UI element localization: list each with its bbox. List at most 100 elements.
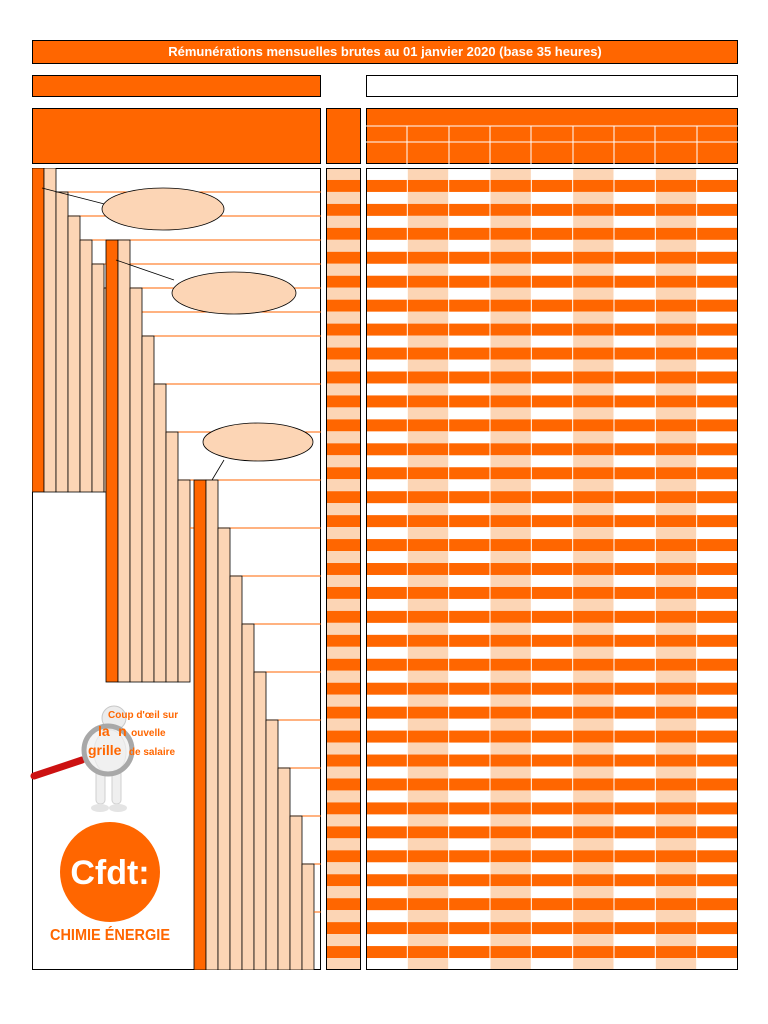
grid-cell-shade bbox=[490, 168, 532, 180]
callout-arrow bbox=[211, 459, 225, 481]
coef-row-band bbox=[326, 802, 361, 815]
callout-oval-1 bbox=[101, 187, 225, 231]
grid-cell-shade bbox=[572, 239, 614, 252]
grid-cell-shade bbox=[407, 359, 449, 372]
grid-cell-shade bbox=[572, 646, 614, 659]
coef-cell-shade bbox=[326, 910, 361, 923]
grid-cell-shade bbox=[407, 551, 449, 564]
grid-cell-shade bbox=[655, 910, 697, 923]
grid-cell-shade bbox=[407, 527, 449, 540]
grid-cell-shade bbox=[655, 239, 697, 252]
staircase-2-step bbox=[129, 287, 143, 683]
grid-cell-shade bbox=[655, 862, 697, 875]
grid-row-band bbox=[366, 706, 738, 719]
coef-cell-shade bbox=[326, 742, 361, 755]
grid-cell-shade bbox=[655, 598, 697, 611]
coef-row-band bbox=[326, 443, 361, 456]
coef-cell-shade bbox=[326, 359, 361, 372]
grid-cell-shade bbox=[572, 455, 614, 468]
coef-row-band bbox=[326, 754, 361, 767]
grid-cell-shade bbox=[655, 431, 697, 444]
coef-cell-shade bbox=[326, 598, 361, 611]
grid-cell-shade bbox=[655, 790, 697, 803]
staircase-3-step bbox=[289, 815, 303, 970]
grid-cell-shade bbox=[655, 191, 697, 204]
grid-cell-shade bbox=[407, 622, 449, 635]
grid-cell-shade bbox=[572, 431, 614, 444]
grid-row-band bbox=[366, 515, 738, 528]
grid-cell-shade bbox=[490, 215, 532, 228]
coef-cell-shade bbox=[326, 455, 361, 468]
coef-row-band bbox=[326, 658, 361, 671]
grid-cell-shade bbox=[407, 263, 449, 276]
coef-row-band bbox=[326, 419, 361, 432]
staircase-2-bar bbox=[105, 239, 119, 683]
coef-cell-shade bbox=[326, 287, 361, 300]
staircase-3-step bbox=[205, 479, 219, 970]
grid-cell-shade bbox=[407, 574, 449, 587]
staircase-3-step bbox=[277, 767, 291, 970]
coef-cell-shade bbox=[326, 551, 361, 564]
page-title: Rémunérations mensuelles brutes au 01 ja… bbox=[32, 40, 738, 64]
grid-cell-shade bbox=[490, 263, 532, 276]
grid-cell-shade bbox=[572, 862, 614, 875]
grid-row-band bbox=[366, 826, 738, 839]
staircase-3-step bbox=[301, 863, 315, 970]
grid-cell-shade bbox=[655, 766, 697, 779]
grid-cell-shade bbox=[572, 622, 614, 635]
grid-cell-shade bbox=[490, 766, 532, 779]
mascot-magnifier: Coup d'œil sur la n ouvelle grille de sa… bbox=[30, 705, 178, 812]
grid-row-band bbox=[366, 251, 738, 264]
coef-row-band bbox=[326, 299, 361, 312]
grid-cell-shade bbox=[572, 311, 614, 324]
grid-cell-shade bbox=[572, 407, 614, 420]
grid-cell-shade bbox=[407, 958, 449, 970]
coef-row-band bbox=[326, 563, 361, 575]
grid-cell-shade bbox=[572, 263, 614, 276]
coef-row-band bbox=[326, 275, 361, 288]
grid-cell-shade bbox=[572, 359, 614, 372]
staircase-1-step bbox=[43, 168, 57, 493]
coef-cell-shade bbox=[326, 479, 361, 492]
coef-row-band bbox=[326, 730, 361, 743]
callout-oval-3 bbox=[202, 422, 314, 462]
promo-line1: Coup d'œil sur bbox=[108, 710, 178, 721]
coef-cell-shade bbox=[326, 958, 361, 970]
grid-cell-shade bbox=[572, 191, 614, 204]
staircase-3-step bbox=[217, 527, 231, 970]
coef-cell-shade bbox=[326, 311, 361, 324]
grid-row-band bbox=[366, 275, 738, 288]
grid-cell-shade bbox=[407, 742, 449, 755]
grid-row-band bbox=[366, 227, 738, 240]
grid-row-band bbox=[366, 754, 738, 767]
grid-cell-shade bbox=[572, 814, 614, 827]
coef-row-band bbox=[326, 203, 361, 216]
grid-cell-shade bbox=[655, 670, 697, 683]
grid-header bbox=[366, 108, 738, 164]
coef-row-band bbox=[326, 946, 361, 959]
magnifier-icon bbox=[30, 723, 135, 780]
grid-cell-shade bbox=[490, 503, 532, 516]
staircase-2-step bbox=[153, 383, 167, 683]
coef-cell-shade bbox=[326, 718, 361, 731]
grid-cell-shade bbox=[407, 383, 449, 396]
logo-mark: Cfdt: bbox=[70, 854, 149, 892]
grid-row-band bbox=[366, 946, 738, 959]
grid-cell-shade bbox=[407, 934, 449, 947]
coef-cell-shade bbox=[326, 335, 361, 348]
grid-cell-shade bbox=[572, 958, 614, 970]
grid-cell-shade bbox=[490, 191, 532, 204]
grid-row-band bbox=[366, 802, 738, 815]
grid-row-band bbox=[366, 730, 738, 743]
grid-row-band bbox=[366, 395, 738, 408]
coef-row-band bbox=[326, 706, 361, 719]
grid-cell-shade bbox=[407, 215, 449, 228]
coef-cell-shade bbox=[326, 503, 361, 516]
grid-cell-shade bbox=[490, 958, 532, 970]
coef-border bbox=[326, 168, 361, 970]
coef-cell-shade bbox=[326, 263, 361, 276]
grid-row-band bbox=[366, 203, 738, 216]
grid-row-band bbox=[366, 922, 738, 935]
logo-name: CHIMIE ÉNERGIE bbox=[50, 925, 170, 944]
grid-row-band bbox=[366, 563, 738, 575]
